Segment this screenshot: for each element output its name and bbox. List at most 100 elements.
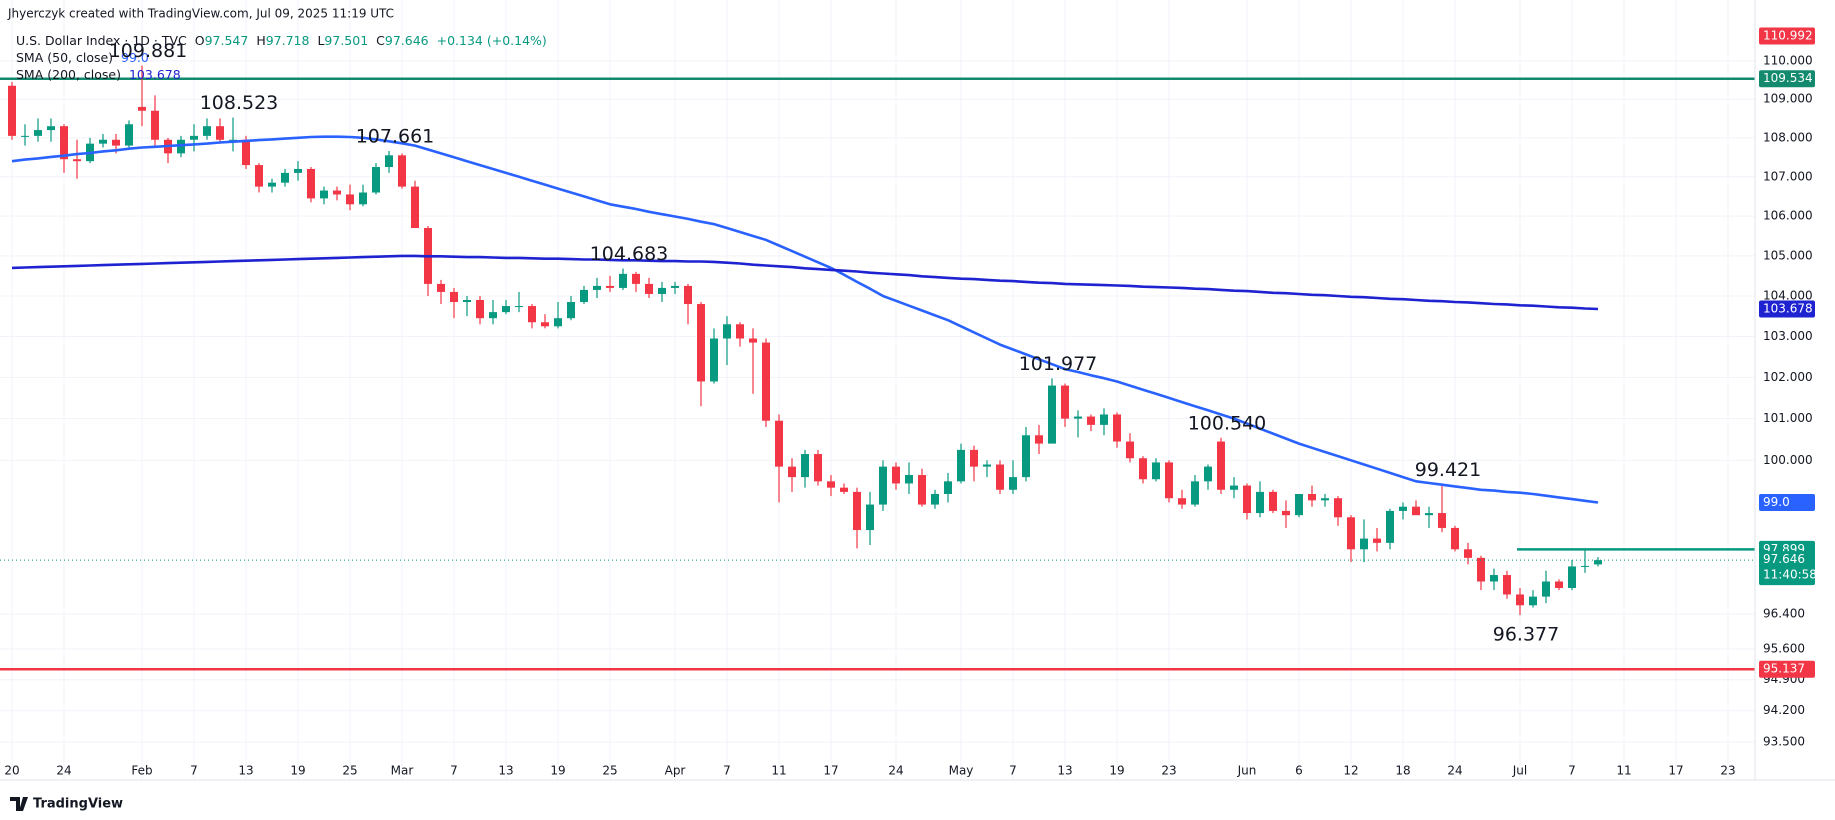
price-label-box — [1759, 27, 1815, 45]
candle-body — [1373, 538, 1381, 543]
candle-body — [1529, 596, 1537, 606]
ohlc-key: H — [256, 33, 265, 48]
y-tick-label: 110.000 — [1763, 53, 1813, 67]
candle-body — [1360, 538, 1368, 550]
candle-body — [879, 466, 887, 505]
candle-body — [1555, 581, 1563, 588]
candle-body — [307, 168, 315, 199]
candle-body — [359, 192, 367, 205]
candle-body — [515, 306, 523, 308]
candle-body — [1334, 498, 1342, 518]
x-tick-label: 25 — [342, 764, 357, 778]
candle-body — [1321, 498, 1329, 501]
candle-body — [242, 139, 250, 166]
candle-body — [632, 273, 640, 284]
candle-body — [320, 190, 328, 199]
y-tick-label: 107.000 — [1763, 169, 1813, 183]
candle-body — [1256, 491, 1264, 514]
ohlc-key: O — [195, 33, 205, 48]
candle-body — [1568, 566, 1576, 588]
candle-body — [814, 454, 822, 482]
price-label: 110.992 — [1763, 29, 1813, 43]
legend-name: SMA (50, close) — [16, 50, 113, 65]
x-tick-label: 24 — [56, 764, 71, 778]
candle-body — [73, 159, 81, 162]
candle-body — [1438, 513, 1446, 528]
x-tick-label: 13 — [1057, 764, 1072, 778]
candle-body — [606, 285, 614, 288]
candle-body — [541, 322, 549, 327]
candle-body — [1282, 510, 1290, 516]
candle-body — [1087, 416, 1095, 425]
candle-body — [255, 165, 263, 187]
price-label: 95.137 — [1763, 662, 1805, 676]
candle-body — [1386, 510, 1394, 543]
candle-body — [918, 475, 926, 505]
candle-body — [775, 420, 783, 467]
x-tick-label: 20 — [4, 764, 19, 778]
x-tick-label: Jul — [1512, 764, 1527, 778]
candle-body — [710, 338, 718, 382]
plot — [0, 65, 1755, 671]
candle-body — [593, 285, 601, 290]
symbol: U.S. Dollar Index · 1D · TVC — [16, 33, 187, 48]
price-label-countdown: 11:40:58 — [1763, 568, 1817, 582]
candle-body — [1139, 458, 1147, 480]
y-tick-label: 106.000 — [1763, 209, 1813, 223]
x-tick-label: 17 — [823, 764, 838, 778]
ohlc-value: 97.547 — [205, 33, 249, 48]
x-tick-label: 11 — [1616, 764, 1631, 778]
x-tick-label: 24 — [1447, 764, 1462, 778]
candle-body — [99, 139, 107, 144]
candle-body — [645, 283, 653, 294]
candle-body — [788, 466, 796, 478]
candle-body — [112, 139, 120, 146]
x-tick-label: 12 — [1343, 764, 1358, 778]
candle-body — [190, 135, 198, 140]
candle-body — [723, 324, 731, 339]
candle-body — [801, 454, 809, 478]
candle-body — [1009, 477, 1017, 490]
candle-body — [1581, 565, 1589, 567]
legend-sma50: SMA (50, close) 99.0 — [16, 50, 149, 65]
candle-body — [476, 300, 484, 319]
candle-body — [1191, 481, 1199, 505]
candle-body — [697, 304, 705, 382]
candle-body — [567, 302, 575, 319]
x-tick-label: 25 — [602, 764, 617, 778]
candle-body — [1048, 385, 1056, 444]
candle-body — [983, 464, 991, 467]
legend-name: SMA (200, close) — [16, 67, 121, 82]
y-tick-label: 96.400 — [1763, 606, 1805, 620]
candle-body — [1022, 435, 1030, 478]
sma-line — [11, 135, 1599, 504]
candle-body — [619, 273, 627, 288]
x-tick-label: 19 — [550, 764, 565, 778]
candle-body — [528, 306, 536, 323]
candle-body — [866, 504, 874, 531]
candle-body — [385, 155, 393, 168]
candle-body — [372, 167, 380, 193]
y-tick-label: 105.000 — [1763, 248, 1813, 262]
attribution: Jhyerczyk created with TradingView.com, … — [7, 7, 394, 21]
y-tick-label: 108.000 — [1763, 130, 1813, 144]
candle-body — [1061, 385, 1069, 419]
candle-body — [996, 464, 1004, 490]
x-tick-label: 7 — [1568, 764, 1576, 778]
candle-body — [229, 139, 237, 141]
ohlc-value: 97.718 — [266, 33, 310, 48]
sma-line — [11, 254, 1599, 311]
legend-main: U.S. Dollar Index · 1D · TVC O97.547 H97… — [16, 33, 547, 48]
candle-body — [658, 287, 666, 294]
candle-body — [398, 155, 406, 187]
y-tick-label: 93.500 — [1763, 734, 1805, 748]
candle-body — [203, 126, 211, 136]
x-tick-label: Mar — [391, 764, 414, 778]
ohlc-key: C — [376, 33, 385, 48]
candle-body — [138, 106, 146, 111]
price-annotation: 99.421 — [1415, 459, 1481, 481]
candle-body — [840, 487, 848, 492]
candle-body — [1412, 506, 1420, 516]
